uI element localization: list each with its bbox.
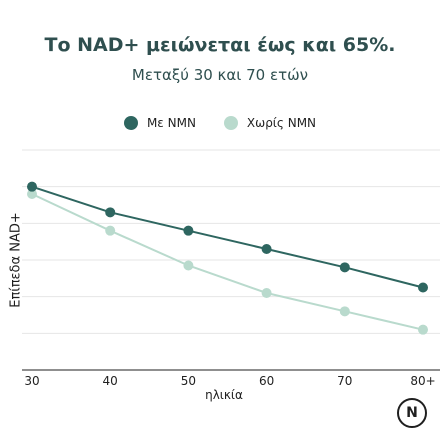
data-point-without-nmn [418,324,428,335]
data-point-without-nmn [27,189,37,199]
data-point-with-nmn [105,207,116,218]
series-layer [27,181,428,335]
data-point-without-nmn [183,260,194,271]
data-point-with-nmn [418,282,428,293]
x-tick-label: 40 [103,374,118,388]
data-point-with-nmn [339,262,350,273]
legend-item-without-nmn: Χωρίς NMN [223,116,317,130]
legend-swatch-without-nmn [223,116,238,130]
legend-item-with-nmn: Με NMN [123,116,196,130]
x-tick-label: 60 [259,374,274,388]
chart-subtitle: Μεταξύ 30 και 70 ετών [131,66,309,84]
data-point-without-nmn [105,225,116,236]
data-point-without-nmn [339,306,350,317]
x-tick-label: 30 [24,374,39,388]
x-tick-label: 50 [181,374,196,388]
x-tick-label: 80+ [410,374,435,388]
legend-label-with-nmn: Με NMN [146,116,196,130]
legend-swatch-with-nmn [123,116,138,130]
x-tick-label: 70 [337,374,352,388]
legend-label-without-nmn: Χωρίς NMN [246,116,317,130]
data-point-with-nmn [27,181,37,192]
logo-letter: N [406,405,418,421]
x-tick-labels: 30 40 50 60 70 80+ [24,374,435,388]
grid-lines [22,149,440,371]
data-point-with-nmn [183,225,194,236]
series-line-with-nmn [31,185,424,289]
data-point-with-nmn [261,244,272,254]
data-point-without-nmn [261,288,272,298]
brand-logo: N [397,398,427,428]
legend: Με NMN Χωρίς NMN [0,116,440,130]
series-line-without-nmn [31,193,424,331]
y-axis-label: Επίπεδα NAD+ [8,212,24,308]
chart-title: Το NAD+ μειώνεται έως και 65%. [44,34,396,56]
x-axis-label: ηλικία [205,388,243,402]
